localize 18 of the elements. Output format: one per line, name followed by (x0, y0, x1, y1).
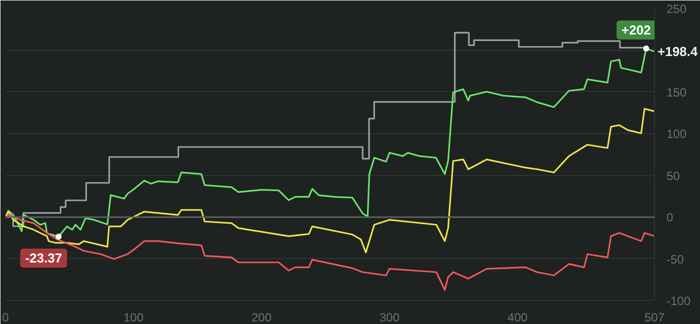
annotation: +202 (622, 22, 651, 38)
x-tick-label: 200 (252, 310, 272, 324)
y-tick-label: 100 (666, 127, 687, 142)
x-tick-label: 100 (123, 310, 144, 324)
y-tick-label: 150 (666, 85, 687, 100)
y-tick-label: -50 (666, 252, 684, 266)
line-series (6, 108, 654, 254)
x-tick-label: 300 (380, 310, 400, 324)
annotation: +198.4 (658, 44, 698, 60)
x-tick-label: 0 (2, 310, 10, 324)
line-series (6, 214, 654, 291)
y-tick-label: -100 (666, 294, 691, 308)
y-tick-label: 0 (666, 210, 674, 225)
y-tick-label: 250 (666, 2, 687, 16)
x-tick-label: 400 (508, 310, 528, 324)
x-tick-label: 507 (644, 310, 665, 324)
y-tick-label: 50 (666, 168, 680, 183)
annotation: -23.37 (25, 250, 62, 266)
